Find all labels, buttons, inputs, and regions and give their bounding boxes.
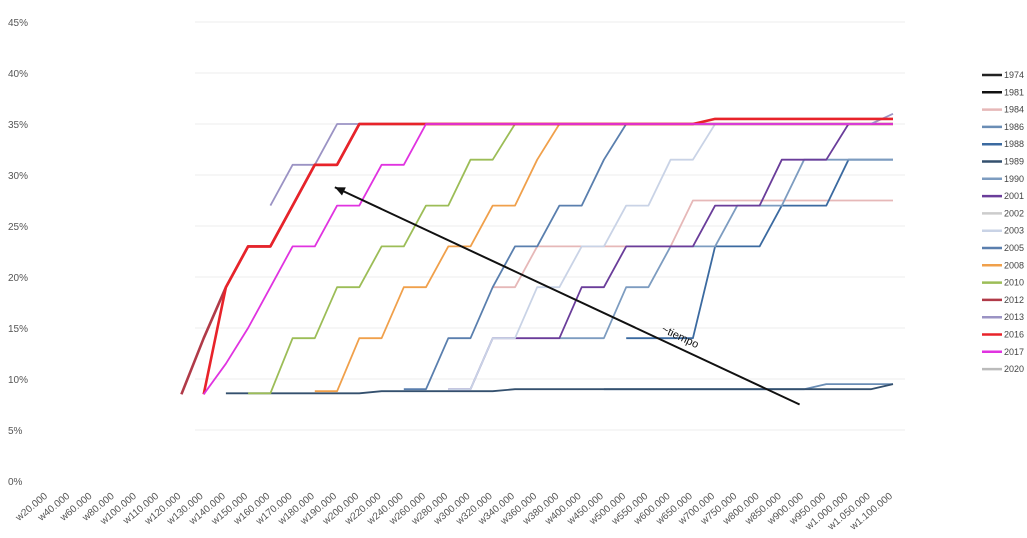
y-tick-label: 30%	[8, 171, 28, 182]
y-tick-label: 5%	[8, 426, 23, 437]
legend-label-1986: 1986	[1004, 122, 1024, 132]
series-line-1988	[626, 158, 893, 340]
grid-lines	[195, 21, 905, 431]
y-tick-label: 40%	[8, 69, 28, 80]
y-tick-label: 10%	[8, 375, 28, 386]
y-tick-label: 20%	[8, 273, 28, 284]
legend-label-2012: 2012	[1004, 295, 1024, 305]
legend-label-2010: 2010	[1004, 278, 1024, 288]
series-line-2010	[248, 123, 893, 395]
y-tick-label: 45%	[8, 18, 28, 29]
legend-label-1984: 1984	[1004, 105, 1024, 115]
y-axis: 0% 5% 10% 15% 20% 25% 30% 35% 40% 45%	[8, 18, 28, 488]
legend-label-2002: 2002	[1004, 208, 1024, 218]
legend-label-2005: 2005	[1004, 243, 1024, 253]
legend-label-2013: 2013	[1004, 312, 1024, 322]
legend-label-1990: 1990	[1004, 174, 1024, 184]
series-line-2001	[448, 123, 893, 391]
series-line-1984	[492, 199, 893, 289]
series-line-1990	[559, 158, 893, 340]
y-tick-label: 0%	[8, 477, 23, 488]
legend-label-2016: 2016	[1004, 330, 1024, 340]
series-line-2017	[202, 123, 893, 395]
series-line-2012	[180, 122, 893, 395]
y-tick-label: 35%	[8, 120, 28, 131]
y-tick-label: 25%	[8, 222, 28, 233]
arrow-line	[334, 186, 801, 406]
series-lines	[180, 112, 894, 395]
legend-label-2003: 2003	[1004, 226, 1024, 236]
legend-label-1981: 1981	[1004, 87, 1024, 97]
legend-label-2017: 2017	[1004, 347, 1024, 357]
legend-label-1988: 1988	[1004, 139, 1024, 149]
legend-label-1989: 1989	[1004, 157, 1024, 167]
legend-label-2020: 2020	[1004, 364, 1024, 374]
legend-label-2001: 2001	[1004, 191, 1024, 201]
series-line-1989	[225, 383, 894, 395]
x-axis: w20.000w40.000w60.000w80.000w100.000w110…	[13, 491, 895, 534]
legend-label-1974: 1974	[1004, 70, 1024, 80]
series-line-2003	[448, 123, 893, 391]
legend-label-2008: 2008	[1004, 260, 1024, 270]
y-tick-label: 15%	[8, 324, 28, 335]
series-line-2005	[403, 123, 893, 391]
legend: 1974 1981 1984 1986 1988 1989 1990 2001 2002 2003…	[982, 70, 1024, 374]
arrow-head	[334, 187, 346, 196]
